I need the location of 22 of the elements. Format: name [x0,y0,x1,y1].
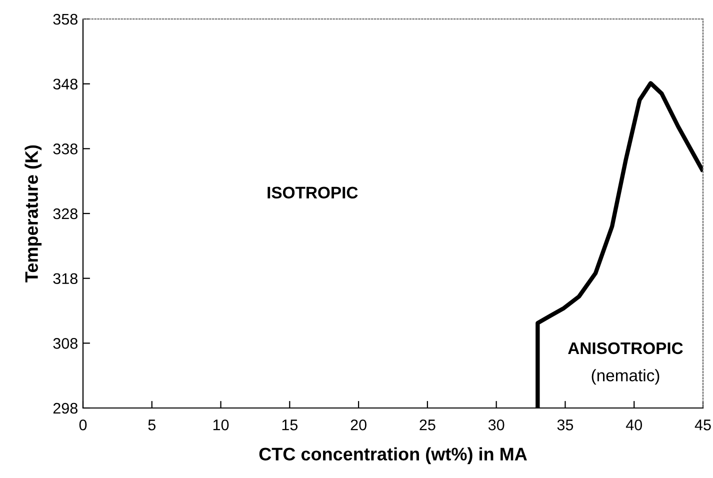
x-tick-label: 35 [557,420,574,430]
annotation: ANISOTROPIC [568,342,683,354]
x-tick-label: 15 [282,420,298,430]
x-tick-label: 30 [488,420,504,430]
y-tick-label: 348 [53,78,78,90]
x-tick-label: 10 [213,420,229,430]
x-tick-label: 0 [79,420,87,430]
x-tick-label: 40 [626,420,642,430]
annotation: (nematic) [592,369,660,385]
x-tick-label: 45 [694,420,711,430]
y-tick-label: 308 [53,338,78,349]
x-tick-label: 25 [420,420,436,430]
y-tick-label: 358 [53,14,78,25]
y-tick-label: 328 [53,208,78,220]
annotation: ISOTROPIC [268,186,358,199]
y-axis-title: Temperature (K) [24,145,42,282]
y-tick-label: 318 [53,273,78,284]
x-axis-title: CTC concentration (wt%) in MA [259,447,527,464]
x-tick-label: 20 [350,420,366,430]
y-tick-label: 338 [53,144,78,154]
x-tick-label: 5 [148,420,156,430]
y-tick-label: 298 [53,402,78,414]
